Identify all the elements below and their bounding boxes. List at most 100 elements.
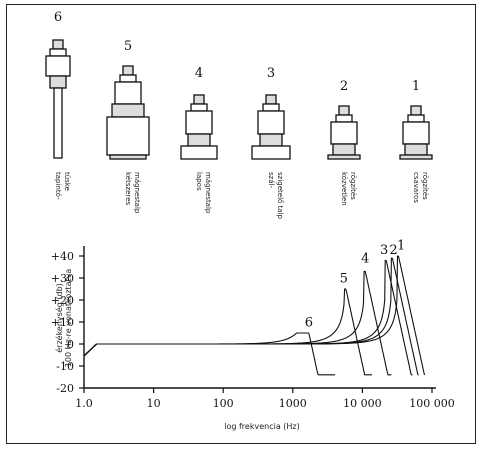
mounting-number-1: 1	[412, 79, 420, 94]
mounting-number-4: 4	[195, 66, 203, 81]
svg-text:mágnestalp: mágnestalp	[133, 172, 141, 214]
curve-label-3: 3	[380, 243, 388, 258]
insulating-stud-icon	[259, 133, 283, 147]
magnetic-base-icon	[106, 116, 150, 156]
svg-text:szigetelő talp: szigetelő talp	[276, 172, 285, 219]
accelerometer-body-icon	[114, 81, 142, 105]
caption-6: tapintó- tüske	[54, 172, 71, 200]
y-tick-label: +30	[51, 272, 74, 285]
y-axis-title-line-2: 100 Hz-re vonatkoztatva	[64, 269, 73, 368]
accelerometer-body-icon	[185, 110, 213, 135]
y-axis-title-line-1: érzékenység (db)	[54, 283, 64, 353]
connector-nut-icon	[262, 103, 280, 112]
caption-5: kétszeres mágnestalp	[124, 172, 141, 214]
mounting-6-probe: 6	[45, 10, 71, 159]
y-tick-label: +40	[51, 250, 74, 263]
hex-base-icon	[404, 143, 428, 156]
svg-text:kétszeres: kétszeres	[124, 172, 132, 206]
x-axis-title: log frekvencia (Hz)	[224, 422, 299, 431]
mounting-1-stud: 1	[399, 79, 433, 160]
svg-text:mágnestalp: mágnestalp	[204, 172, 212, 214]
curve-label-2: 2	[389, 243, 397, 258]
curve-label-4: 4	[361, 252, 369, 267]
accelerometer-body-icon	[330, 121, 358, 145]
figure-frame	[6, 4, 476, 444]
caption-2: közvetlen rögzítés	[340, 172, 357, 206]
mounting-4-flat-magnet: 4	[180, 66, 218, 160]
mounting-illustrations: 6 5 4	[45, 10, 433, 160]
accelerometer-body-icon	[402, 121, 430, 145]
insulated-base-icon	[251, 145, 291, 160]
response-curves	[83, 255, 426, 376]
connector-icon	[338, 105, 350, 116]
x-tick-label: 10 000	[343, 397, 382, 410]
caption-4: lapos mágnestalp	[195, 172, 212, 214]
svg-text:tapintó-: tapintó-	[54, 172, 62, 200]
svg-text:rögzítés: rögzítés	[421, 172, 429, 200]
y-tick-label: -10	[56, 360, 74, 373]
curve-labels: 6 543 2 1	[305, 238, 406, 330]
mounting-number-3: 3	[267, 66, 275, 81]
connector-icon	[52, 39, 64, 50]
y-axis-title: érzékenység (db) 100 Hz-re vonatkoztatva	[54, 269, 73, 368]
curve-label-5: 5	[340, 271, 348, 286]
response-curve-4	[83, 270, 392, 376]
curve-label-6: 6	[305, 315, 313, 330]
svg-text:közvetlen: közvetlen	[340, 172, 348, 206]
connector-nut-icon	[49, 48, 67, 57]
connector-icon	[122, 65, 134, 76]
connector-icon	[265, 94, 277, 105]
response-curve-2	[83, 257, 419, 376]
svg-text:lapos: lapos	[195, 172, 203, 191]
hex-adapter-icon	[187, 133, 211, 147]
connector-nut-icon	[407, 114, 425, 123]
y-ticks: +40 +30 +20 +10 0 -10 -20	[51, 250, 84, 395]
base-foot-icon	[109, 154, 147, 160]
y-tick-label: +20	[51, 294, 74, 307]
mounting-surface-icon	[399, 154, 433, 160]
svg-text:rögzítés: rögzítés	[349, 172, 357, 200]
mounting-number-5: 5	[124, 39, 132, 54]
y-tick-label: -20	[56, 382, 74, 395]
curve-label-1: 1	[397, 238, 405, 253]
frequency-response-chart: +40 +30 +20 +10 0 -10 -20 1.0 10 100 1000 10 000 10…	[51, 238, 455, 431]
mounting-number-6: 6	[54, 10, 62, 25]
mounting-5-double-magnet: 5	[106, 39, 150, 160]
svg-text:csavaros: csavaros	[412, 172, 420, 203]
connector-nut-icon	[119, 74, 137, 83]
x-ticks: 1.0 10 100 1000 10 000 100 000	[75, 388, 455, 410]
x-tick-label: 10	[147, 397, 161, 410]
mounting-surface-icon	[327, 154, 361, 160]
y-tick-label: +10	[51, 316, 74, 329]
response-curve-1	[83, 255, 426, 376]
x-tick-label: 100 000	[409, 397, 455, 410]
connector-icon	[193, 94, 205, 105]
connector-nut-icon	[335, 114, 353, 123]
caption-1: csavaros rögzítés	[412, 172, 429, 203]
probe-rod-icon	[53, 87, 63, 159]
accelerometer-body-icon	[45, 55, 71, 77]
y-tick-label: 0	[67, 338, 74, 351]
response-curve-3	[83, 259, 413, 376]
svg-text:szál-: szál-	[267, 172, 275, 189]
accelerometer-body-icon	[257, 110, 285, 135]
mounting-captions: tapintó- tüske kétszeres mágnestalp lapo…	[54, 172, 429, 219]
mounting-3-insulated: 3	[251, 66, 291, 160]
flat-magnetic-base-icon	[180, 145, 218, 160]
svg-text:tüske: tüske	[63, 172, 71, 191]
magnet-adapter-icon	[111, 103, 145, 118]
connector-icon	[410, 105, 422, 116]
response-curve-6	[83, 332, 336, 376]
hex-base-icon	[332, 143, 356, 156]
response-curve-5	[83, 288, 372, 376]
connector-nut-icon	[190, 103, 208, 112]
hex-adapter-icon	[49, 75, 67, 89]
mounting-number-2: 2	[340, 79, 348, 94]
caption-3: szál- szigetelő talp	[267, 172, 285, 219]
x-tick-label: 1000	[279, 397, 307, 410]
x-tick-label: 100	[213, 397, 234, 410]
mounting-2-direct: 2	[327, 79, 361, 160]
x-tick-label: 1.0	[75, 397, 93, 410]
